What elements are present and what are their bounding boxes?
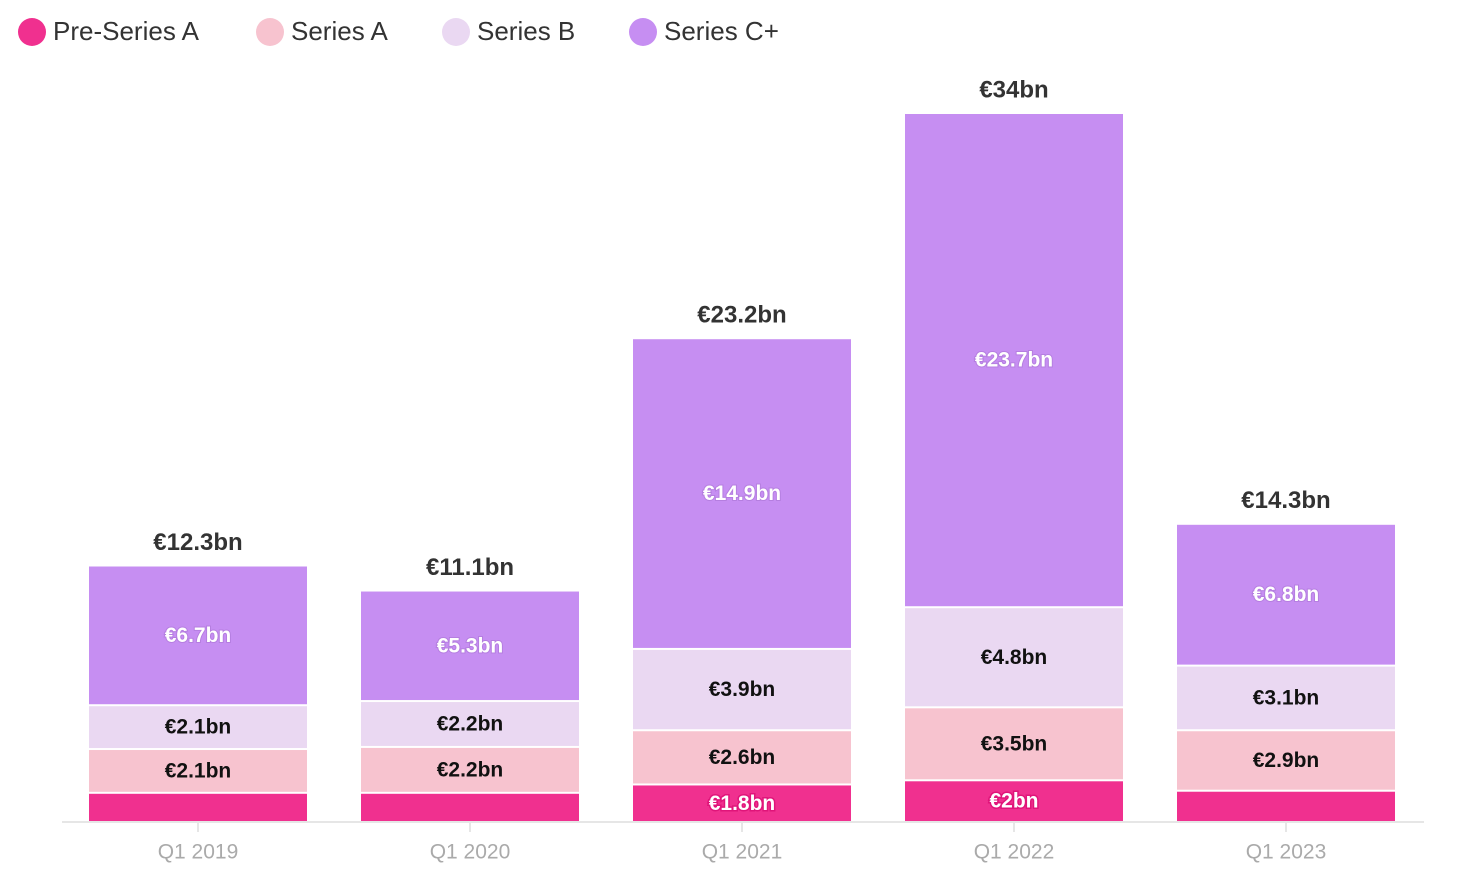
bar-segment <box>361 747 579 792</box>
total-label: €34bn <box>979 76 1048 103</box>
value-label: €6.7bn <box>165 624 232 647</box>
value-label: €23.7bn <box>975 349 1053 372</box>
bar-segment <box>89 706 307 749</box>
bar-segment <box>633 649 851 730</box>
legend-swatch <box>629 18 657 46</box>
legend-label: Series B <box>477 16 575 46</box>
value-label: €2.1bn <box>165 759 232 782</box>
legend-label: Pre-Series A <box>53 16 200 46</box>
value-label: €3.5bn <box>981 732 1048 755</box>
bar-segment <box>1177 791 1395 821</box>
value-label: €6.8bn <box>1253 583 1320 606</box>
bar-segment <box>633 339 851 648</box>
value-label: €4.8bn <box>981 646 1048 669</box>
value-label: €1.8bn <box>709 792 776 815</box>
bar-segment <box>361 793 579 821</box>
x-tick-label: Q1 2019 <box>158 841 239 864</box>
bar-segment <box>361 591 579 701</box>
legend-swatch <box>442 18 470 46</box>
value-label: €2.1bn <box>165 716 232 739</box>
bar-segment <box>905 608 1123 707</box>
value-label: €3.9bn <box>709 678 776 701</box>
total-label: €12.3bn <box>153 529 242 556</box>
bar-segment <box>633 731 851 784</box>
x-tick-label: Q1 2021 <box>702 841 783 864</box>
bar-segment <box>361 702 579 746</box>
bar-segment <box>633 785 851 821</box>
bar-segment <box>1177 731 1395 790</box>
bar-segment <box>905 708 1123 780</box>
bar-segment <box>1177 666 1395 730</box>
value-label: €2bn <box>989 790 1038 813</box>
bar-segment <box>89 566 307 705</box>
total-label: €14.3bn <box>1241 487 1330 514</box>
x-tick-label: Q1 2020 <box>430 841 511 864</box>
value-label: €2.9bn <box>1253 749 1320 772</box>
x-tick-label: Q1 2023 <box>1246 841 1327 864</box>
x-tick-label: Q1 2022 <box>974 841 1055 864</box>
value-label: €3.1bn <box>1253 686 1320 709</box>
bar-segment <box>1177 524 1395 665</box>
legend-label: Series A <box>291 16 388 46</box>
bar-segment <box>89 750 307 792</box>
bar-segment <box>905 114 1123 607</box>
legend-swatch <box>18 18 46 46</box>
value-label: €2.6bn <box>709 746 776 769</box>
legend-swatch <box>256 18 284 46</box>
value-label: €14.9bn <box>703 482 781 505</box>
value-label: €2.2bn <box>437 713 504 736</box>
value-label: €5.3bn <box>437 634 504 657</box>
bar-segment <box>905 781 1123 821</box>
bar-segment <box>89 793 307 821</box>
total-label: €11.1bn <box>426 554 514 581</box>
legend-label: Series C+ <box>664 16 779 46</box>
value-label: €2.2bn <box>437 758 504 781</box>
total-label: €23.2bn <box>697 302 786 329</box>
